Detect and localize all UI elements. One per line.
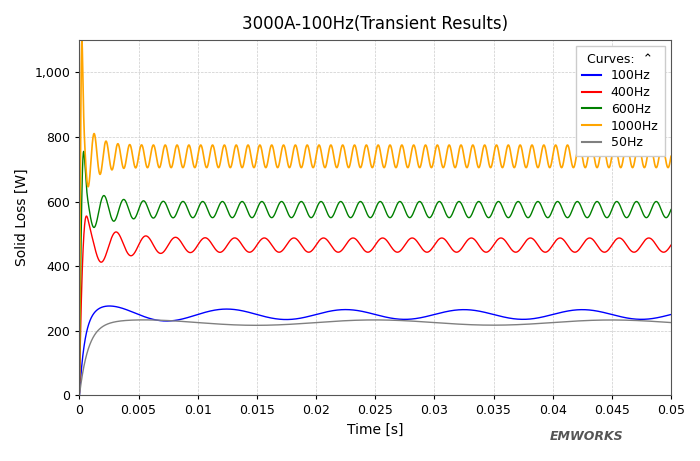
- 100Hz: [111, 304, 119, 309]
- X-axis label: Time [s]: Time [s]: [347, 423, 403, 437]
- 50Hz: [140, 317, 148, 323]
- 50Hz: [636, 318, 644, 324]
- Legend: 100Hz, 400Hz, 600Hz, 1000Hz, 50Hz: 100Hz, 400Hz, 600Hz, 1000Hz, 50Hz: [575, 47, 665, 156]
- 400Hz: [636, 245, 644, 250]
- Text: EMWORKS: EMWORKS: [550, 430, 623, 443]
- 50Hz: [78, 373, 86, 379]
- 400Hz: [78, 272, 86, 277]
- 1000Hz: [111, 154, 119, 160]
- 400Hz: [365, 249, 373, 255]
- 100Hz: [365, 310, 373, 316]
- 100Hz: [105, 303, 113, 309]
- 600Hz: [76, 385, 84, 390]
- 100Hz: [78, 359, 86, 365]
- Line: 1000Hz: 1000Hz: [80, 41, 671, 381]
- Line: 50Hz: 50Hz: [80, 320, 671, 395]
- 400Hz: [82, 213, 90, 219]
- 100Hz: [100, 304, 108, 309]
- 50Hz: [365, 317, 373, 323]
- 400Hz: [100, 257, 108, 262]
- 1000Hz: [636, 145, 644, 150]
- 1000Hz: [667, 154, 676, 159]
- 600Hz: [191, 212, 200, 218]
- 400Hz: [111, 230, 119, 235]
- 600Hz: [100, 193, 108, 198]
- 50Hz: [667, 320, 676, 325]
- Line: 100Hz: 100Hz: [80, 306, 671, 395]
- 50Hz: [100, 323, 108, 329]
- Y-axis label: Solid Loss [W]: Solid Loss [W]: [15, 169, 29, 266]
- Title: 3000A-100Hz(Transient Results): 3000A-100Hz(Transient Results): [242, 15, 508, 33]
- 100Hz: [191, 313, 200, 318]
- Line: 600Hz: 600Hz: [80, 151, 671, 388]
- 100Hz: [636, 317, 644, 322]
- 600Hz: [111, 218, 119, 223]
- 400Hz: [667, 242, 676, 248]
- 50Hz: [111, 319, 119, 325]
- 600Hz: [365, 214, 373, 219]
- 1000Hz: [365, 150, 373, 155]
- 1000Hz: [78, 38, 86, 43]
- 1000Hz: [78, 42, 86, 47]
- Line: 400Hz: 400Hz: [80, 216, 671, 392]
- 600Hz: [667, 207, 676, 213]
- 100Hz: [76, 392, 84, 398]
- 600Hz: [78, 180, 86, 186]
- 100Hz: [667, 312, 676, 317]
- 600Hz: [80, 148, 88, 154]
- 400Hz: [76, 390, 84, 395]
- 50Hz: [191, 319, 200, 325]
- 50Hz: [76, 392, 84, 398]
- 1000Hz: [191, 164, 200, 170]
- 1000Hz: [76, 378, 84, 384]
- 1000Hz: [100, 146, 108, 152]
- 400Hz: [191, 246, 200, 251]
- 600Hz: [636, 203, 644, 208]
